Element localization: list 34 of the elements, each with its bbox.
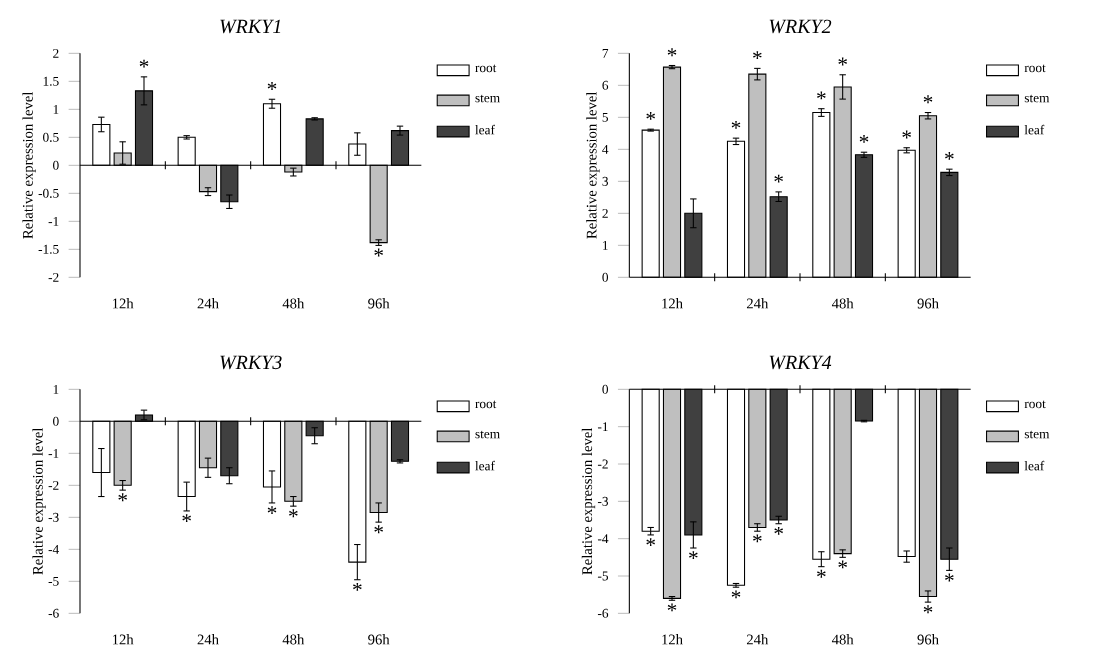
- data-label: *: [374, 525, 383, 534]
- data-label: *: [945, 152, 954, 160]
- data-label: *: [289, 509, 298, 518]
- data-label: *: [646, 538, 655, 546]
- chart-title: WRKY4: [769, 355, 832, 370]
- data-label: *: [139, 59, 149, 68]
- data-label: *: [353, 582, 362, 591]
- data-label: *: [118, 493, 127, 502]
- data-label: *: [374, 248, 383, 257]
- data-label: *: [923, 95, 933, 104]
- data-label: *: [731, 120, 741, 129]
- data-label: *: [859, 135, 869, 143]
- data-label: *: [838, 560, 847, 569]
- data-label: *: [646, 112, 655, 120]
- data-label: *: [902, 130, 911, 139]
- data-label: *: [182, 514, 191, 522]
- data-label: *: [267, 82, 277, 90]
- data-label: *: [689, 551, 698, 560]
- data-label: *: [817, 569, 826, 578]
- chart-title: WRKY3: [220, 355, 282, 370]
- data-label: *: [774, 174, 783, 183]
- data-label: *: [731, 590, 741, 599]
- data-label: *: [267, 506, 277, 514]
- chart-title: WRKY2: [769, 19, 832, 34]
- data-label: *: [923, 605, 933, 614]
- data-label: *: [753, 534, 762, 543]
- data-label: *: [838, 57, 847, 66]
- data-label: *: [817, 91, 826, 100]
- data-label: *: [945, 573, 954, 582]
- data-label: *: [774, 526, 783, 535]
- data-label: *: [753, 51, 762, 60]
- chart-title: WRKY1: [220, 19, 281, 34]
- data-label: *: [667, 48, 677, 57]
- data-label: *: [667, 603, 677, 612]
